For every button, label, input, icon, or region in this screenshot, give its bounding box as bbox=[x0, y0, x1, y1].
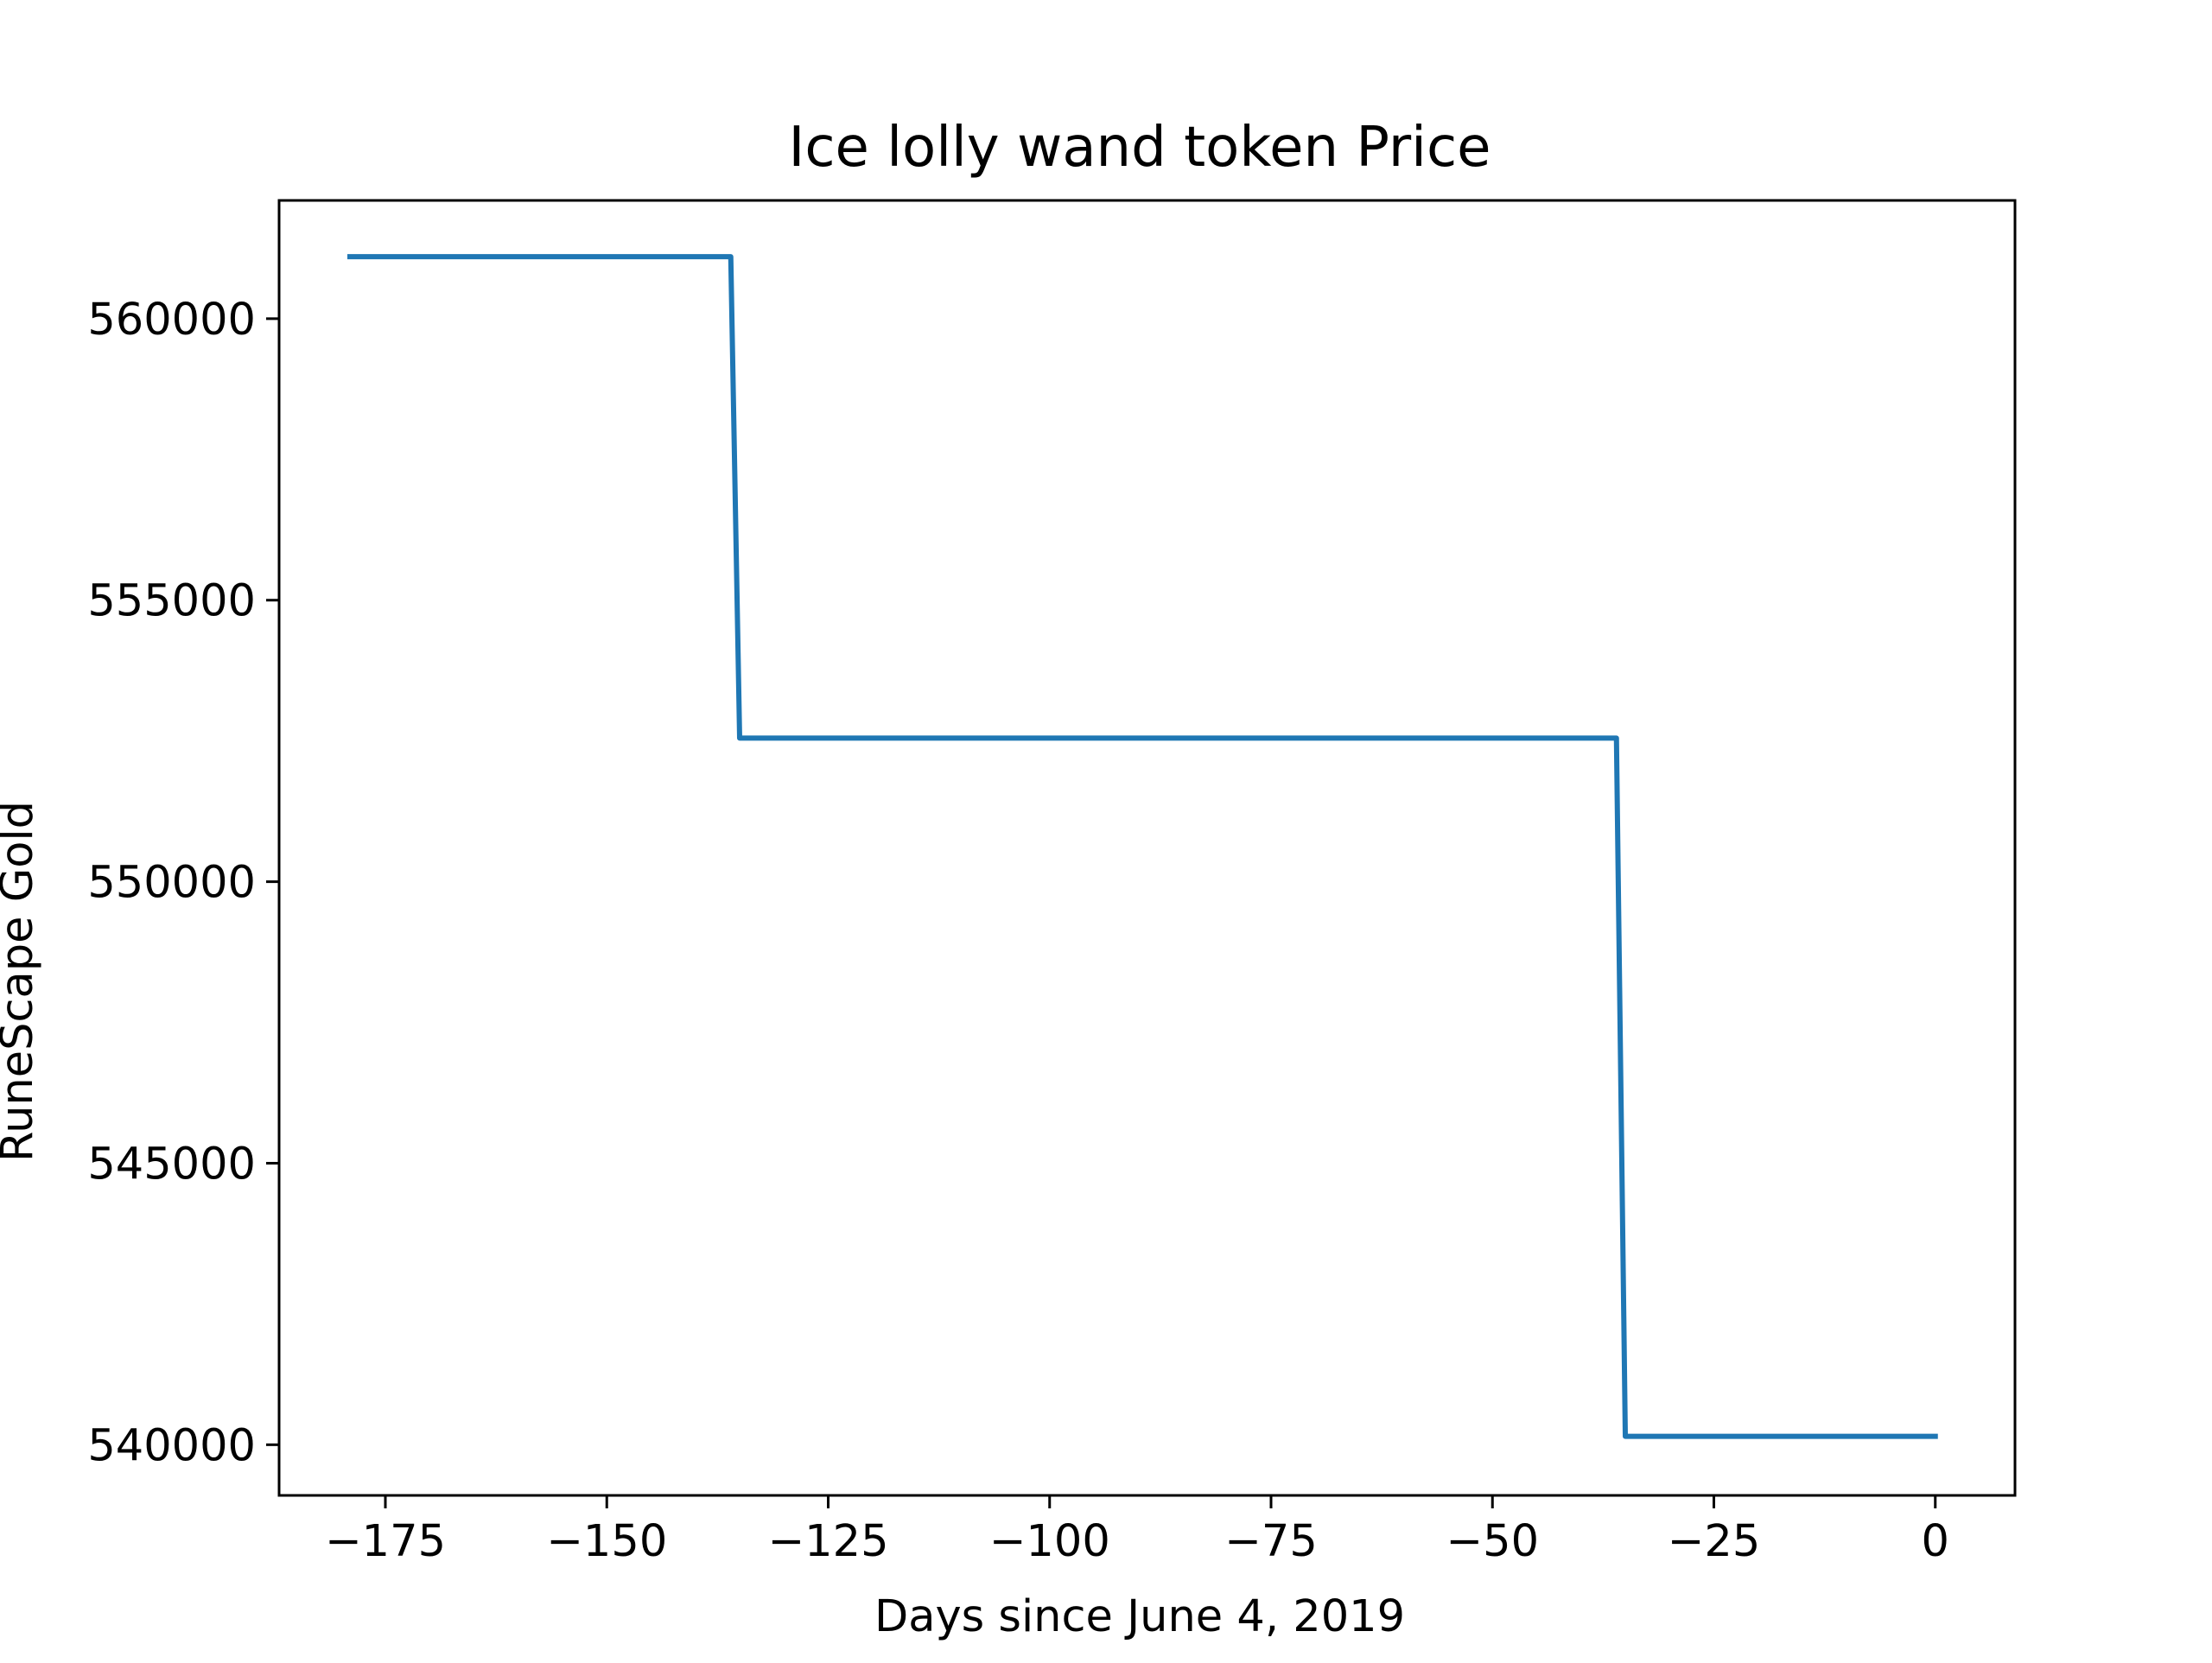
y-axis-label: RuneScape Gold bbox=[0, 801, 43, 1162]
y-tick-label: 540000 bbox=[87, 1420, 256, 1471]
x-tick-label: −150 bbox=[546, 1516, 667, 1567]
x-tick-label: −125 bbox=[767, 1516, 888, 1567]
plot-area: −175 −150 −125 −100 −75 −50 −25 0 540000 545000 55… bbox=[87, 199, 2017, 1567]
series-line-0 bbox=[347, 254, 1938, 1439]
x-axis-label: Days since June 4, 2019 bbox=[874, 1591, 1405, 1642]
x-tick-label: 0 bbox=[1922, 1516, 1949, 1567]
x-tick-label: −100 bbox=[989, 1516, 1110, 1567]
x-tick-label: −75 bbox=[1224, 1516, 1318, 1567]
x-tick-label: −25 bbox=[1668, 1516, 1761, 1567]
x-tick-label: −175 bbox=[325, 1516, 446, 1567]
y-tick-label: 555000 bbox=[87, 576, 256, 627]
axes-frame bbox=[277, 199, 2017, 1497]
y-tick-label: 560000 bbox=[87, 295, 256, 346]
y-tick-label: 545000 bbox=[87, 1139, 256, 1190]
x-tick-label: −50 bbox=[1446, 1516, 1539, 1567]
y-tick-label: 550000 bbox=[87, 858, 256, 909]
chart-title: Ice lolly wand token Price bbox=[788, 116, 1491, 180]
